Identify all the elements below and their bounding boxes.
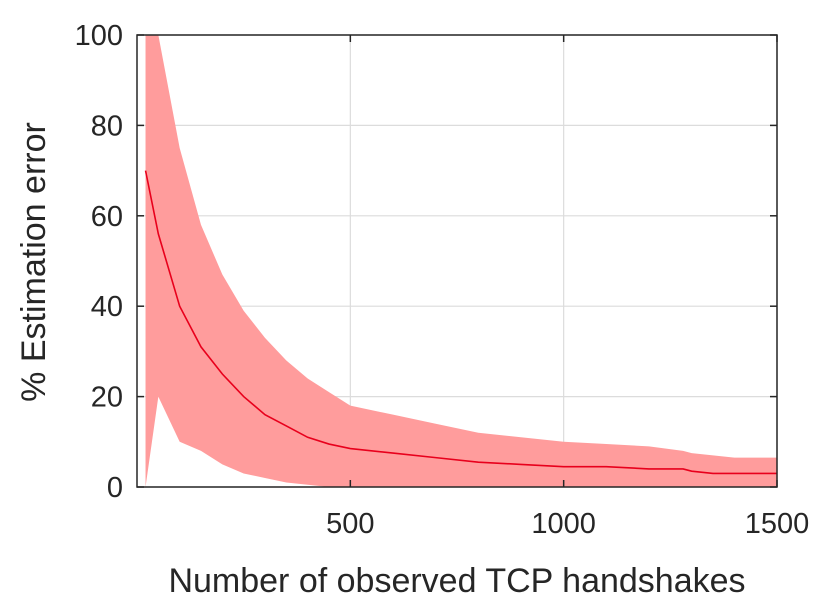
x-tick-label: 500 (326, 508, 374, 540)
x-tick-label: 1500 (745, 508, 810, 540)
y-ticks: 0 20 40 60 80 100 (75, 20, 777, 504)
y-tick-label: 100 (75, 20, 123, 52)
y-tick-label: 20 (91, 382, 123, 414)
mean-error-line (144, 170, 777, 475)
x-ticks: 500 1000 1500 (326, 35, 809, 540)
y-tick-label: 80 (91, 110, 123, 142)
y-tick-label: 40 (91, 291, 123, 323)
x-axis-label: Number of observed TCP handshakes (168, 562, 745, 600)
error-band (145, 35, 778, 487)
y-tick-label: 0 (107, 472, 123, 504)
plot-frame (136, 34, 778, 488)
y-axis-label: % Estimation error (15, 122, 53, 402)
x-tick-label: 1000 (531, 508, 596, 540)
error-band-layer (145, 35, 778, 487)
y-tick-label: 60 (91, 201, 123, 233)
mean-line-layer (144, 170, 777, 475)
